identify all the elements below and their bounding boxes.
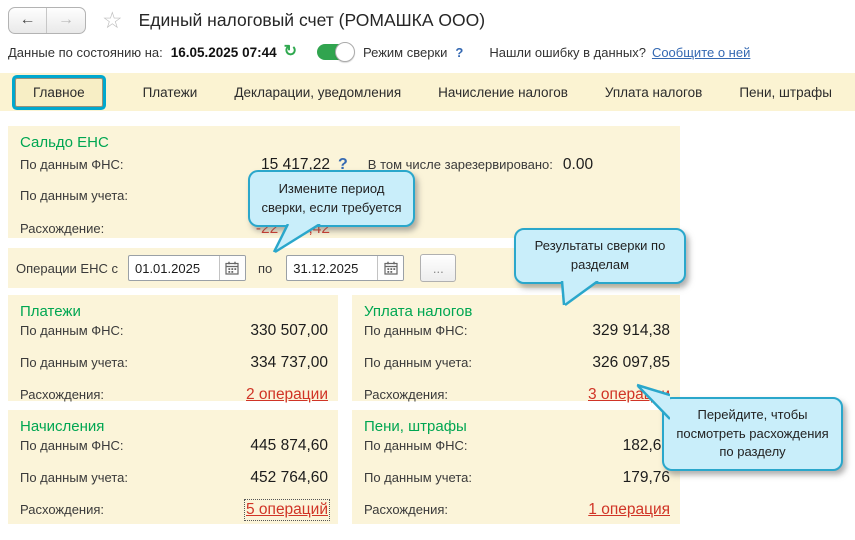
fns-label: По данным ФНС: [364, 438, 468, 453]
page-title: Единый налоговый счет (РОМАШКА ООО) [138, 9, 486, 30]
saldo-title: Сальдо ЕНС [20, 134, 109, 151]
saldo-uchet-label: По данным учета: [20, 188, 128, 203]
period-more-button[interactable]: ... [420, 254, 457, 282]
tax-payment-title: Уплата налогов [364, 303, 473, 320]
fns-label: По данным ФНС: [20, 323, 124, 338]
uchet-label: По данным учета: [20, 355, 128, 370]
period-to-value[interactable]: 31.12.2025 [293, 260, 359, 276]
tab-tax-accrual[interactable]: Начисление налогов [438, 84, 568, 100]
uchet-label: По данным учета: [364, 470, 472, 485]
diff-label: Расхождения: [20, 387, 105, 402]
tab-declarations[interactable]: Декларации, уведомления [234, 84, 402, 100]
payments-title: Платежи [20, 303, 81, 320]
callout-change-period: Измените период сверки, если требуется [248, 170, 415, 227]
accruals-title: Начисления [20, 418, 105, 435]
tab-bar: Главное Платежи Декларации, уведомления … [0, 73, 855, 111]
report-error-link[interactable]: Сообщите о ней [651, 44, 751, 60]
period-label: Операции ЕНС с [16, 260, 118, 276]
uchet-value: 326 097,85 [592, 354, 670, 371]
reconciliation-mode-label: Режим сверки [363, 44, 448, 60]
toggle-knob [335, 42, 356, 62]
fns-label: По данным ФНС: [20, 438, 124, 453]
payments-panel: Платежи По данным ФНС: 330 507,00 По данн… [8, 295, 338, 403]
callout-tail [636, 383, 670, 420]
uchet-label: По данным учета: [364, 355, 472, 370]
fns-label: По данным ФНС: [364, 323, 468, 338]
forward-button[interactable]: → [58, 11, 74, 28]
period-to-label: по [257, 260, 273, 276]
tax-payment-panel: Уплата налогов По данным ФНС: 329 914,38 … [352, 295, 680, 403]
accruals-panel: Начисления По данным ФНС: 445 874,60 По д… [8, 410, 338, 524]
reserved-label: В том числе зарезервировано: [367, 157, 553, 172]
status-bar: Данные по состоянию на: 16.05.2025 07:44… [8, 42, 750, 62]
callout-view-discrepancies: Перейдите, чтобы посмотреть расхождения … [662, 397, 843, 471]
saldo-diff-label: Расхождение: [20, 221, 105, 236]
calendar-icon[interactable] [377, 256, 404, 280]
diff-label: Расхождения: [20, 502, 105, 517]
callout-tail [560, 281, 599, 307]
back-button[interactable]: ← [9, 7, 47, 33]
diff-label: Расхождения: [364, 387, 449, 402]
mode-help-icon[interactable]: ? [455, 44, 464, 60]
tab-penalties[interactable]: Пени, штрафы [739, 84, 832, 100]
uchet-value: 179,76 [622, 469, 670, 486]
fns-value: 182,61 [622, 437, 670, 454]
fns-value: 445 874,60 [250, 437, 328, 454]
calendar-icon[interactable] [218, 256, 245, 280]
tab-payments[interactable]: Платежи [142, 84, 198, 100]
as-of-datetime: 16.05.2025 07:44 [170, 44, 277, 60]
reserved-value: 0.00 [562, 156, 594, 173]
refresh-icon[interactable]: ↻ [283, 43, 298, 60]
penalties-diff-link[interactable]: 1 операция [588, 501, 670, 518]
saldo-fns-label: По данным ФНС: [20, 157, 124, 172]
diff-label: Расхождения: [364, 502, 449, 517]
error-question-text: Нашли ошибку в данных? [489, 44, 646, 60]
callout-reconciliation-results: Результаты сверки по разделам [514, 228, 686, 284]
saldo-fns-value-link[interactable]: 15 417,22 [261, 156, 330, 173]
penalties-title: Пени, штрафы [364, 418, 467, 435]
payments-diff-link[interactable]: 2 операции [246, 386, 328, 403]
favorite-star-icon[interactable]: ☆ [102, 6, 123, 33]
history-nav-group: ← → [8, 6, 86, 34]
period-from-value[interactable]: 01.01.2025 [134, 260, 201, 276]
as-of-label: Данные по состоянию на: [8, 44, 163, 60]
window-header: ← → ☆ Единый налоговый счет (РОМАШКА ООО… [8, 5, 485, 35]
reconciliation-mode-toggle[interactable] [317, 42, 356, 62]
uchet-value: 452 764,60 [250, 469, 328, 486]
saldo-help-icon[interactable]: ? [338, 156, 348, 173]
uchet-label: По данным учета: [20, 470, 128, 485]
fns-value: 329 914,38 [592, 322, 670, 339]
penalties-panel: Пени, штрафы По данным ФНС: 182,61 По дан… [352, 410, 680, 524]
fns-value: 330 507,00 [250, 322, 328, 339]
period-to-input[interactable]: 31.12.2025 [286, 255, 405, 281]
uchet-value: 334 737,00 [250, 354, 328, 371]
callout-tail [272, 224, 321, 254]
period-from-input[interactable]: 01.01.2025 [127, 255, 246, 281]
tab-main[interactable]: Главное [15, 77, 103, 107]
accruals-diff-link[interactable]: 5 операций [244, 499, 330, 521]
tab-tax-payment[interactable]: Уплата налогов [604, 84, 703, 100]
